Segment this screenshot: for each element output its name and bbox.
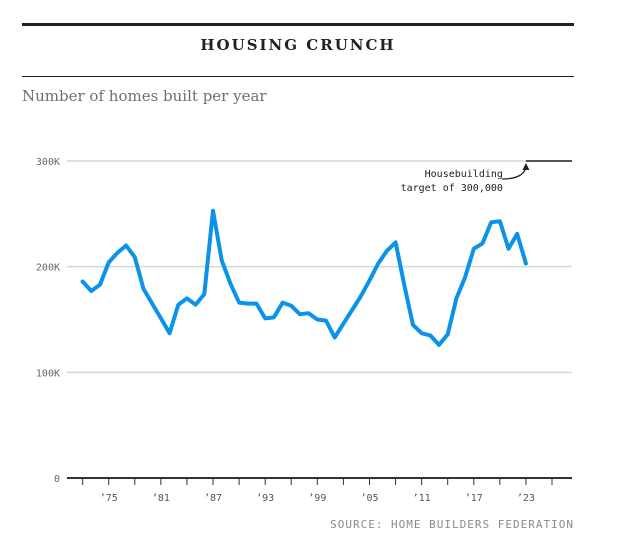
y-tick-label: 0 — [54, 474, 60, 485]
top-rule — [22, 23, 574, 26]
cropped-caption-text: ··· ·· ···· ·· ······· — [22, 0, 322, 4]
annotation-arrowhead — [522, 163, 530, 170]
x-tick-label: ’93 — [256, 493, 274, 504]
annotation-arrow — [501, 164, 527, 180]
annotation-text: target of 300,000 — [401, 183, 503, 194]
x-tick-label: ’17 — [465, 493, 483, 504]
y-tick-label: 300K — [36, 157, 60, 168]
y-tick-label: 200K — [36, 263, 60, 274]
chart-subtitle: Number of homes built per year — [22, 87, 267, 105]
x-tick-label: ’11 — [413, 493, 431, 504]
x-tick-label: ’87 — [204, 493, 222, 504]
x-tick-label: ’23 — [517, 493, 535, 504]
title-rule — [22, 76, 574, 77]
chart-title: HOUSING CRUNCH — [200, 36, 396, 54]
x-tick-label: ’81 — [152, 493, 170, 504]
series-line-homes-built — [80, 208, 528, 347]
x-tick-label: ’99 — [308, 493, 326, 504]
x-tick-label: ’05 — [360, 493, 378, 504]
y-tick-label: 100K — [36, 368, 60, 379]
source-note: SOURCE: HOME BUILDERS FEDERATION — [330, 518, 574, 531]
annotation-text: Housebuilding — [425, 169, 503, 180]
x-tick-label: ’75 — [100, 493, 118, 504]
